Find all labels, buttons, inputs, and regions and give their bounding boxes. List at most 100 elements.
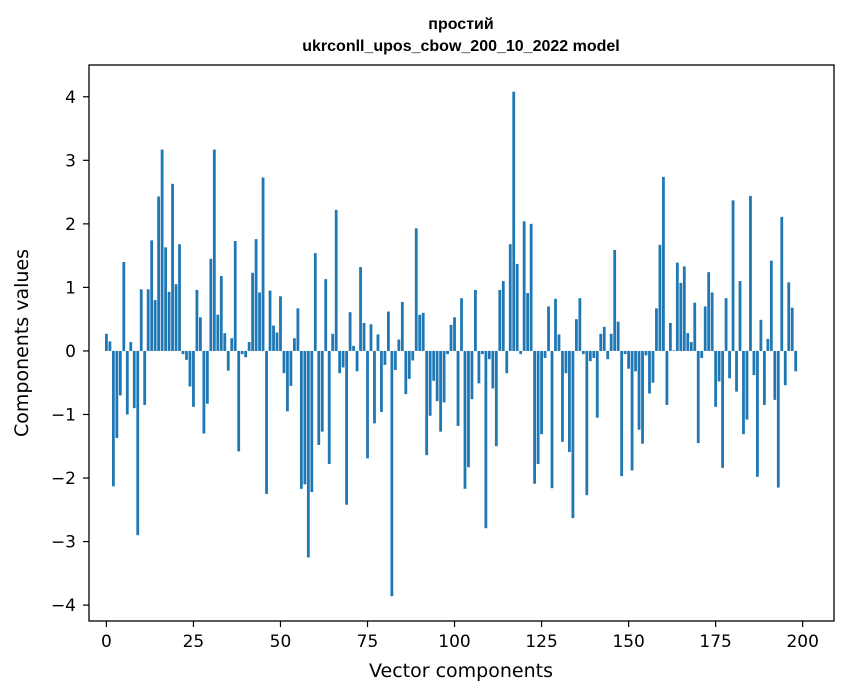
bar-59 bbox=[310, 350, 314, 493]
bar-104 bbox=[467, 350, 470, 468]
bar-165 bbox=[679, 282, 683, 351]
bar-111 bbox=[491, 350, 495, 389]
bar-89 bbox=[414, 228, 418, 351]
bar-133 bbox=[568, 350, 571, 452]
x-tick-label: 75 bbox=[357, 632, 379, 652]
bar-58 bbox=[306, 350, 310, 558]
bar-137 bbox=[581, 350, 585, 355]
bar-187 bbox=[756, 350, 759, 477]
x-tick-label: 50 bbox=[270, 632, 292, 652]
bar-177 bbox=[721, 350, 724, 468]
bar-57 bbox=[303, 350, 307, 485]
bar-74 bbox=[362, 322, 366, 351]
bar-124 bbox=[536, 350, 540, 465]
x-tick-label: 25 bbox=[183, 632, 205, 652]
bar-128 bbox=[550, 350, 554, 489]
bar-93 bbox=[428, 350, 432, 416]
bar-164 bbox=[675, 262, 679, 351]
bar-42 bbox=[251, 272, 255, 351]
x-tick-label: 125 bbox=[525, 632, 557, 652]
bar-30 bbox=[209, 258, 213, 351]
bar-49 bbox=[275, 332, 279, 351]
bar-52 bbox=[286, 350, 289, 412]
bar-23 bbox=[185, 350, 188, 360]
bar-185 bbox=[749, 195, 752, 351]
bar-174 bbox=[710, 292, 714, 351]
bar-67 bbox=[338, 350, 342, 374]
bar-54 bbox=[293, 338, 296, 351]
x-tick-label: 175 bbox=[699, 632, 731, 652]
bar-51 bbox=[282, 350, 286, 374]
bar-123 bbox=[533, 350, 536, 484]
bar-162 bbox=[668, 322, 672, 351]
bar-70 bbox=[348, 312, 352, 351]
bar-172 bbox=[703, 306, 707, 351]
bar-160 bbox=[662, 176, 665, 351]
bar-129 bbox=[554, 298, 557, 351]
bar-176 bbox=[717, 350, 721, 382]
bar-12 bbox=[146, 289, 150, 351]
bar-61 bbox=[317, 350, 321, 445]
bar-138 bbox=[585, 350, 589, 496]
bar-95 bbox=[435, 350, 439, 402]
bar-152 bbox=[634, 350, 637, 372]
bar-103 bbox=[463, 350, 467, 489]
bar-25 bbox=[192, 350, 195, 407]
bar-184 bbox=[745, 350, 749, 420]
bar-40 bbox=[244, 350, 248, 358]
bar-21 bbox=[178, 244, 181, 351]
bar-147 bbox=[616, 321, 620, 351]
y-tick-label: −2 bbox=[51, 469, 76, 489]
bar-97 bbox=[442, 350, 446, 403]
bar-6 bbox=[125, 350, 129, 415]
bar-116 bbox=[508, 244, 512, 351]
bar-102 bbox=[460, 298, 463, 351]
bar-186 bbox=[752, 350, 756, 376]
bar-13 bbox=[150, 240, 154, 351]
x-tick-label: 150 bbox=[612, 632, 644, 652]
bar-122 bbox=[529, 223, 533, 351]
bar-192 bbox=[773, 350, 777, 400]
bar-82 bbox=[390, 350, 394, 597]
bar-26 bbox=[195, 289, 199, 351]
bar-71 bbox=[352, 345, 355, 351]
bar-20 bbox=[174, 284, 178, 351]
bar-81 bbox=[387, 311, 390, 351]
bar-117 bbox=[512, 91, 516, 351]
bar-2 bbox=[111, 350, 115, 487]
bar-197 bbox=[790, 307, 794, 351]
bar-43 bbox=[254, 239, 258, 351]
bar-85 bbox=[400, 302, 404, 351]
bar-156 bbox=[648, 350, 651, 394]
bar-198 bbox=[794, 350, 798, 372]
bar-181 bbox=[735, 350, 738, 392]
bar-96 bbox=[439, 350, 443, 432]
bar-121 bbox=[526, 293, 530, 351]
bar-167 bbox=[686, 333, 690, 351]
bar-109 bbox=[484, 350, 488, 529]
bar-115 bbox=[505, 350, 509, 374]
bar-169 bbox=[693, 302, 697, 351]
bar-47 bbox=[268, 290, 272, 351]
bar-118 bbox=[515, 263, 519, 351]
bar-64 bbox=[327, 350, 331, 465]
bar-4 bbox=[118, 350, 122, 396]
bar-168 bbox=[689, 342, 693, 351]
bar-161 bbox=[665, 350, 669, 405]
bar-46 bbox=[265, 350, 268, 494]
bar-24 bbox=[188, 350, 192, 387]
bar-83 bbox=[393, 350, 397, 370]
bar-178 bbox=[724, 298, 728, 351]
bar-182 bbox=[738, 281, 742, 351]
bar-108 bbox=[481, 350, 484, 355]
bar-98 bbox=[446, 350, 449, 355]
y-tick-label: 2 bbox=[65, 215, 76, 235]
bar-35 bbox=[226, 350, 230, 371]
bar-139 bbox=[588, 350, 592, 362]
bar-56 bbox=[299, 350, 303, 489]
bar-191 bbox=[769, 260, 773, 351]
bar-105 bbox=[470, 350, 474, 400]
bar-126 bbox=[543, 350, 547, 358]
bar-53 bbox=[289, 350, 293, 386]
bar-140 bbox=[592, 350, 596, 358]
